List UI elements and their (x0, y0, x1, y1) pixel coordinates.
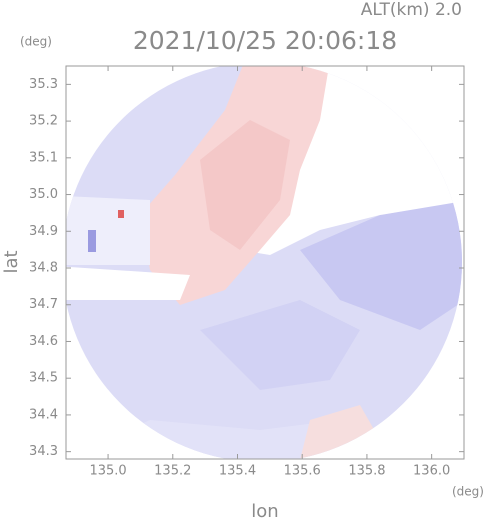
x-tick-label: 135.6 (284, 464, 321, 479)
y-tick-label: 34.4 (29, 407, 58, 422)
x-unit: (deg) (452, 485, 484, 499)
x-tick-label: 136.0 (413, 464, 450, 479)
y-tick-label: 34.8 (29, 261, 58, 276)
plot-frame (65, 65, 465, 460)
x-tick-label: 135.8 (348, 464, 385, 479)
altitude-label: ALT(km) 2.0 (361, 0, 462, 20)
y-tick-label: 34.7 (29, 297, 58, 312)
y-tick-label: 35.1 (29, 150, 58, 165)
y-tick-label: 34.5 (29, 371, 58, 386)
radar-field (66, 66, 462, 459)
y-axis-label: lat (1, 250, 22, 273)
x-tick-label: 135.4 (219, 464, 256, 479)
x-tick-label: 135.0 (89, 464, 126, 479)
y-unit: (deg) (20, 35, 52, 49)
x-axis-label: lon (251, 501, 278, 521)
y-tick-label: 34.6 (29, 334, 58, 349)
y-tick-label: 34.3 (29, 444, 58, 459)
x-tick-label: 135.2 (154, 464, 191, 479)
y-tick-label: 35.3 (29, 77, 58, 92)
y-tick-label: 35.2 (29, 114, 58, 129)
y-tick-label: 34.9 (29, 224, 58, 239)
y-tick-label: 35.0 (29, 187, 58, 202)
chart-title: 2021/10/25 20:06:18 (133, 26, 397, 55)
